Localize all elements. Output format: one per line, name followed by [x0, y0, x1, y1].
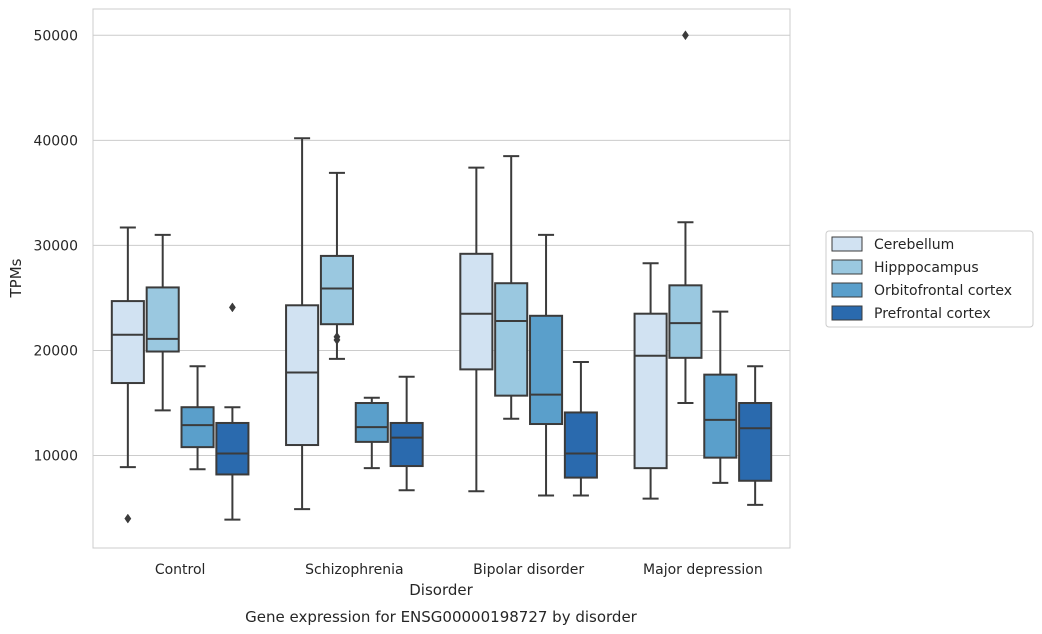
box-iqr [215, 421, 250, 476]
box-iqr [389, 421, 424, 468]
chart-title: Gene expression for ENSG00000198727 by d… [245, 608, 638, 626]
y-tick-label: 40000 [33, 133, 78, 149]
box-iqr [319, 254, 354, 326]
legend-swatch [831, 259, 863, 275]
box-1-1 [319, 171, 354, 360]
x-tick-label: Schizophrenia [305, 562, 403, 578]
box-iqr [633, 312, 668, 470]
y-tick-label: 50000 [33, 28, 78, 44]
outlier-point [681, 30, 689, 41]
y-axis-title: TPMs [7, 258, 25, 298]
box-3-0 [633, 262, 668, 500]
legend-swatch [831, 282, 863, 298]
box-plot-marks [110, 30, 773, 524]
y-tick-label: 30000 [33, 238, 78, 254]
box-iqr [668, 284, 703, 359]
box-0-1 [145, 233, 180, 412]
box-3-3 [738, 365, 773, 506]
legend-swatch [831, 305, 863, 321]
box-2-1 [494, 155, 529, 420]
box-iqr [285, 304, 320, 447]
box-iqr [145, 286, 180, 353]
legend-label: Cerebellum [874, 237, 954, 253]
box-iqr [703, 373, 738, 459]
box-0-2 [180, 365, 215, 471]
y-tick-label: 20000 [33, 343, 78, 359]
box-2-0 [459, 166, 494, 493]
box-1-0 [285, 137, 320, 511]
box-iqr [494, 282, 529, 397]
box-iqr [563, 411, 598, 479]
box-1-3 [389, 375, 424, 492]
box-iqr [459, 252, 494, 371]
box-1-2 [354, 396, 389, 470]
legend-label: Prefrontal cortex [874, 306, 991, 322]
legend-label: Orbitofrontal cortex [874, 283, 1012, 299]
box-iqr [354, 402, 389, 443]
x-tick-label: Control [155, 562, 206, 578]
legend-label: Hipppocampus [874, 260, 979, 276]
box-iqr [110, 300, 145, 385]
box-0-0 [110, 226, 145, 524]
x-tick-label: Major depression [643, 562, 763, 578]
box-2-2 [529, 233, 564, 497]
box-2-3 [563, 361, 598, 497]
x-axis-ticks: Control Schizophrenia Bipolar disorder Majo… [155, 562, 763, 578]
plot-frame [92, 8, 791, 549]
legend-swatch [831, 236, 863, 252]
x-tick-label: Bipolar disorder [473, 562, 584, 578]
outlier-point [333, 331, 341, 342]
box-iqr [529, 314, 564, 426]
box-3-1 [668, 30, 703, 405]
outlier-point [228, 302, 236, 313]
y-axis-ticks: 10000 20000 30000 40000 50000 [33, 28, 78, 464]
y-tick-label: 10000 [33, 449, 78, 465]
box-iqr [180, 406, 215, 449]
legend: Cerebellum Hipppocampus Orbitofrontal cort… [825, 230, 1034, 328]
x-axis-title: Disorder [409, 581, 473, 599]
box-0-3 [215, 302, 250, 521]
box-iqr [738, 402, 773, 482]
outlier-point [124, 513, 132, 524]
box-3-2 [703, 310, 738, 484]
legend-frame [825, 230, 1034, 328]
